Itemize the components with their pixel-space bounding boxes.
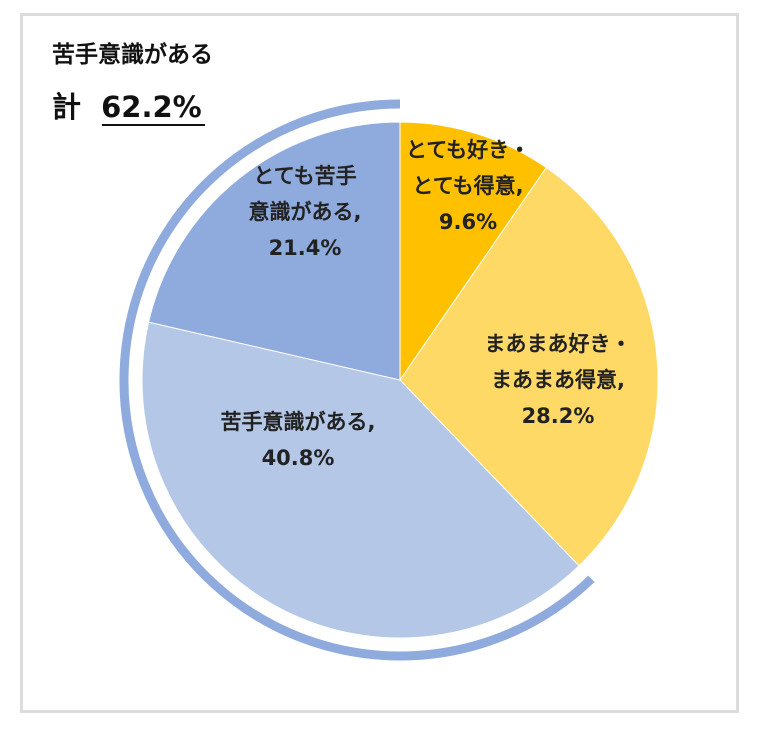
slice-label-1-line-0: まあまあ好き・ — [485, 332, 632, 356]
slice-label-3-line-1: 意識がある, — [249, 200, 362, 224]
bracket-arc — [119, 99, 595, 661]
pie-slice-1 — [399, 166, 659, 567]
bracket-total-value: 62.2% — [101, 90, 202, 124]
label-layer: とても好き・とても得意, 9.6% まあまあ好き・まあまあ得意, 28.2% 苦手意識が… — [221, 138, 632, 470]
slice-label-1-line-1: まあまあ得意, — [491, 368, 625, 392]
slice-label-1: まあまあ好き・まあまあ得意, 28.2% — [485, 332, 632, 428]
slice-layer — [141, 121, 659, 639]
pie-slice-0 — [399, 121, 548, 382]
slice-label-3-line-0: とても苦手 — [253, 164, 356, 188]
bracket-title: 苦手意識がある — [52, 41, 213, 68]
slice-label-0: とても好き・とても得意, 9.6% — [406, 138, 530, 234]
slice-label-3: とても苦手意識がある, 21.4% — [249, 164, 362, 260]
slice-label-0-line-1: とても得意, — [412, 174, 523, 198]
bracket-layer — [119, 99, 595, 661]
slice-label-1-line-2: 28.2% — [522, 404, 595, 428]
pie-slice-3 — [147, 121, 401, 381]
slice-label-2: 苦手意識がある, 40.8% — [221, 410, 376, 470]
slice-label-0-line-0: とても好き・ — [406, 138, 530, 162]
slice-label-0-line-2: 9.6% — [439, 210, 497, 234]
slice-label-2-line-0: 苦手意識がある, — [221, 410, 376, 434]
slice-label-2-line-1: 40.8% — [262, 446, 335, 470]
slice-label-3-line-2: 21.4% — [269, 236, 342, 260]
bracket-total: 計 62.2% — [52, 90, 202, 124]
bracket-total-prefix: 計 — [52, 90, 81, 124]
pie-slice-2 — [141, 321, 580, 639]
